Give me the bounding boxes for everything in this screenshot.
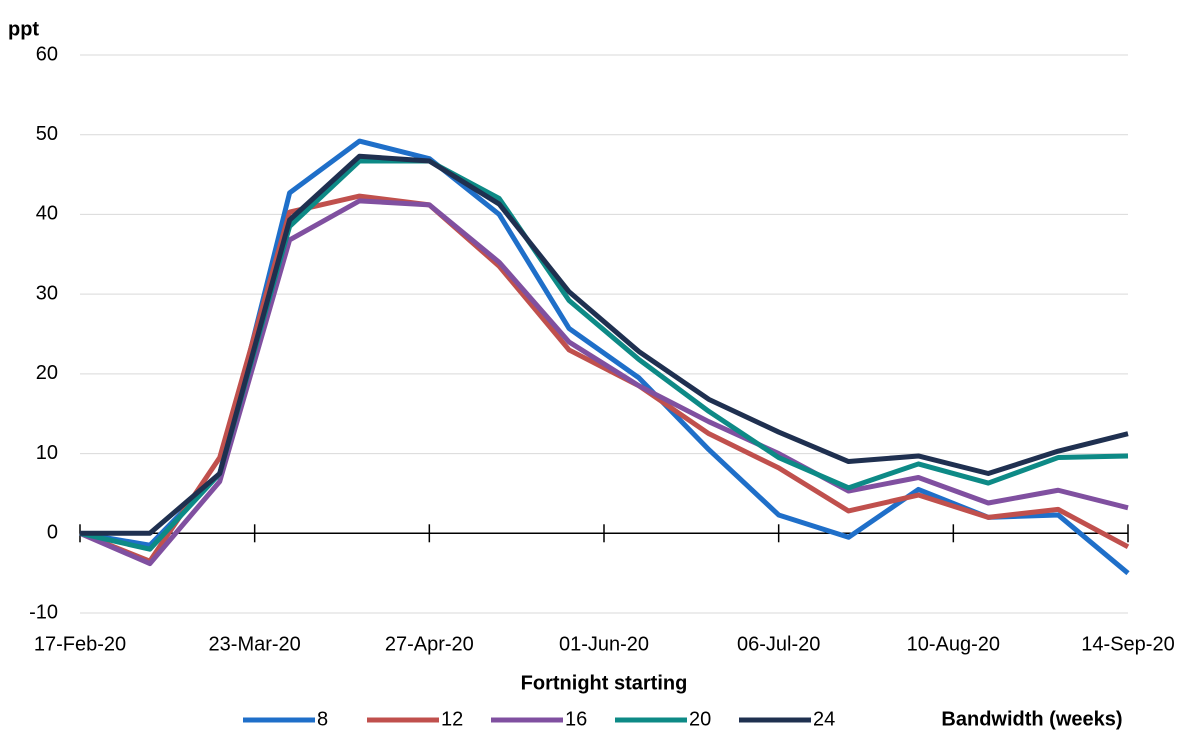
series-line [79,198,1129,567]
x-tick-label: 06-Jul-20 [737,633,820,655]
x-tick-label: 23-Mar-20 [209,633,301,655]
legend-label: 8 [317,708,328,730]
y-tick-label: 0 [47,522,58,544]
y-tick-label: 40 [36,203,58,225]
x-tick-label: 14-Sep-20 [1081,633,1174,655]
y-tick-label: 30 [36,282,58,304]
x-axis-label: Fortnight starting [521,672,688,694]
legend-label: 24 [813,708,835,730]
y-tick-label: 60 [36,43,58,65]
legend-label: 12 [441,708,463,730]
y-tick-label: 20 [36,362,58,384]
x-tick-label: 17-Feb-20 [34,633,126,655]
y-tick-label: -10 [29,601,58,623]
legend-title: Bandwidth (weeks) [941,708,1122,730]
series-line [79,138,1130,576]
y-axis-label: ppt [8,18,39,40]
y-tick-label: 10 [36,442,58,464]
x-tick-label: 27-Apr-20 [385,633,474,655]
x-tick-label: 10-Aug-20 [907,633,1000,655]
legend-label: 20 [689,708,711,730]
series-line [79,193,1130,564]
x-tick-label: 01-Jun-20 [559,633,649,655]
legend-label: 16 [565,708,587,730]
series-line [80,153,1129,536]
y-tick-label: 50 [36,123,58,145]
